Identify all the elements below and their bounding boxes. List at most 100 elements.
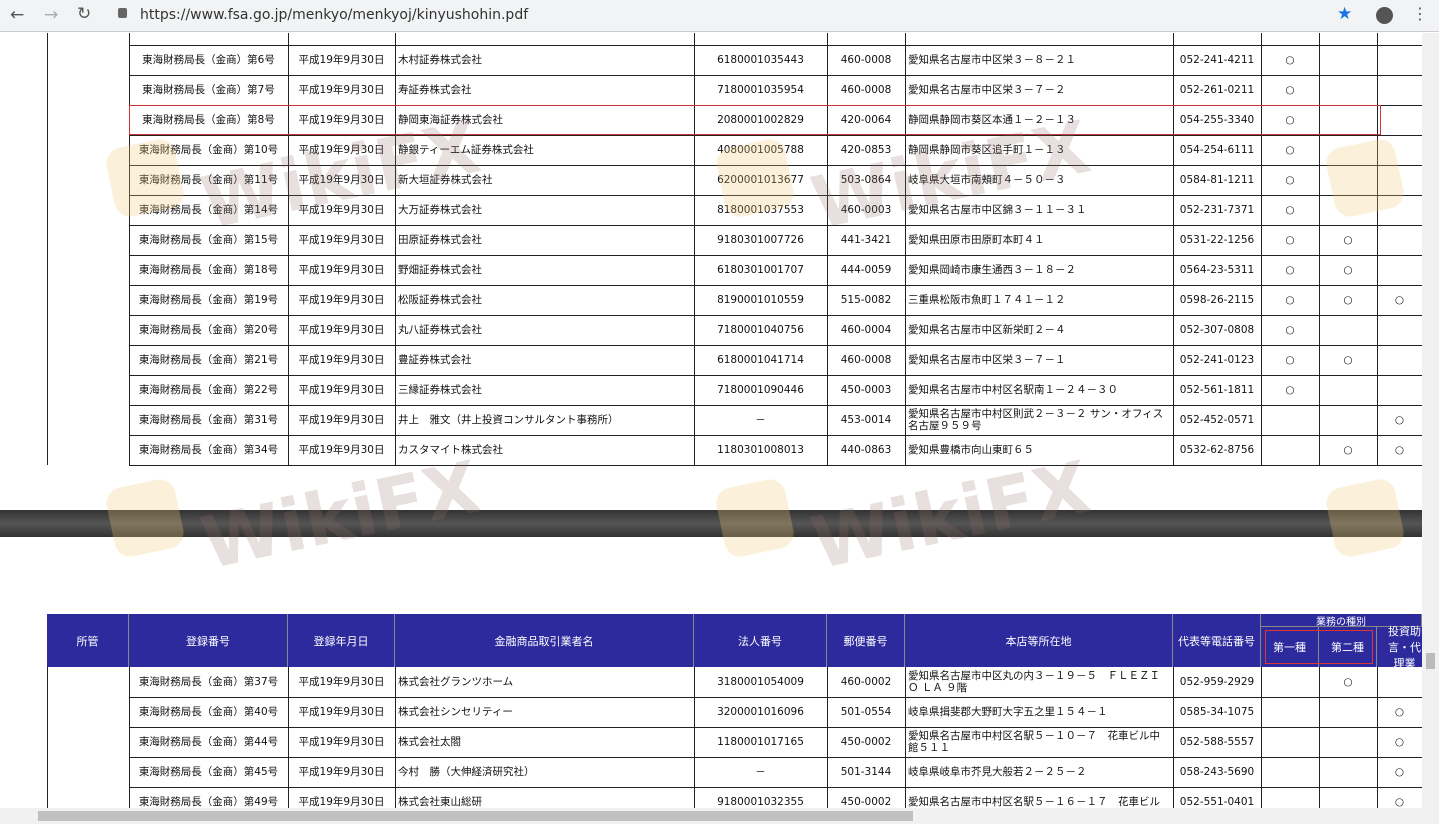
table-cell: カスタマイト株式会社 [398, 444, 503, 456]
table-cell: 515-0082 [840, 294, 892, 306]
table-cell: ○ [1394, 766, 1405, 778]
table-cell: ○ [1343, 264, 1353, 276]
col-line [1319, 33, 1320, 465]
forward-button[interactable]: → [44, 5, 59, 25]
table-cell: 平成19年9月30日 [298, 174, 385, 186]
table-cell: 0598-26-2115 [1179, 294, 1255, 306]
table-cell: 東海財務局長（金商）第37号 [138, 676, 279, 688]
row-line [129, 225, 1422, 226]
table-cell: 460-0008 [840, 84, 892, 96]
table-cell: ○ [1343, 676, 1353, 688]
table-cell: ○ [1285, 354, 1295, 366]
header-cell: 所管 [47, 614, 129, 667]
bookmark-star[interactable]: ★ [1337, 4, 1353, 24]
header-cell: 登録年月日 [288, 614, 395, 667]
row-line [129, 255, 1422, 256]
table-cell: 平成19年9月30日 [298, 114, 385, 126]
table-cell: 愛知県名古屋市中区錦３－１１－３１ [908, 204, 1087, 216]
row-line [129, 165, 1422, 166]
row-line [129, 345, 1422, 346]
table-cell: 静岡県静岡市葵区追手町１－１３ [908, 144, 1066, 156]
table-cell: 450-0002 [840, 796, 892, 808]
header-cell: 郵便番号 [827, 614, 905, 667]
table-cell: 8180001037553 [717, 204, 804, 216]
table-cell: 420-0853 [840, 144, 892, 156]
table-cell: 460-0008 [840, 54, 892, 66]
table-cell: 愛知県名古屋市中区新栄町２－４ [908, 324, 1066, 336]
table-cell: 東海財務局長（金商）第10号 [138, 144, 279, 156]
header-cell: 業務の種別 [1261, 614, 1422, 628]
watermark-logo [1323, 136, 1407, 220]
table-cell: － [755, 766, 766, 778]
table-cell: 株式会社グランツホーム [398, 676, 514, 688]
url[interactable]: https://www.fsa.go.jp/menkyo/menkyoj/kin… [140, 7, 529, 23]
header-cell: 代表等電話番号 [1173, 614, 1261, 667]
table-cell: ○ [1285, 384, 1295, 396]
table-cell: 東海財務局長（金商）第14号 [138, 204, 279, 216]
table-cell: 寿証券株式会社 [398, 84, 472, 96]
table-cell: 0532-62-8756 [1179, 444, 1255, 456]
table-cell: 9180001032355 [717, 796, 804, 808]
menu-button[interactable]: ⋮ [1412, 4, 1428, 23]
row-line [129, 465, 1422, 466]
table-cell: ○ [1343, 294, 1353, 306]
table-cell: 株式会社東山総研 [398, 796, 482, 808]
table-cell: 052-588-5557 [1179, 736, 1255, 748]
table-cell: 東海財務局長（金商）第21号 [138, 354, 279, 366]
table-cell: 愛知県名古屋市中村区名駅５－１０－７ 花車ビル中館５１１ [908, 730, 1160, 754]
row-line [129, 315, 1422, 316]
pdf-view: 東海財務局長（金商）第6号 平成19年9月30日 木村証券株式会社 618000103… [0, 33, 1422, 808]
profile-icon[interactable] [1376, 7, 1393, 24]
col-line [1261, 33, 1262, 465]
table-cell: 501-0554 [840, 706, 892, 718]
header-cell: 登録番号 [129, 614, 288, 667]
table-cell: 501-3144 [840, 766, 892, 778]
table-cell: 0585-34-1075 [1179, 706, 1255, 718]
col-line [395, 33, 396, 465]
horizontal-scrollbar[interactable] [0, 808, 1439, 824]
table-cell: 4080001005788 [717, 144, 804, 156]
table-cell: 9180301007726 [717, 234, 804, 246]
table-cell: 平成19年9月30日 [298, 676, 385, 688]
table-cell: ○ [1285, 174, 1295, 186]
page-separator [0, 510, 1422, 537]
table-cell: 052-241-0123 [1179, 354, 1255, 366]
header-cell: 第二種 [1319, 627, 1377, 667]
table-cell: 東海財務局長（金商）第19号 [138, 294, 279, 306]
table-cell: 6180001041714 [717, 354, 804, 366]
reload-button[interactable]: ↻ [77, 4, 92, 24]
table-cell: 052-959-2929 [1179, 676, 1255, 688]
back-button[interactable]: ← [10, 5, 25, 25]
table-cell: 東海財務局長（金商）第11号 [138, 174, 279, 186]
table-cell: 420-0064 [840, 114, 892, 126]
vertical-scrollbar[interactable] [1422, 33, 1439, 808]
watermark-logo [1323, 476, 1407, 560]
col-line [1261, 667, 1262, 808]
table-cell: 平成19年9月30日 [298, 796, 385, 808]
col-line [129, 667, 130, 808]
table-cell: 平成19年9月30日 [298, 84, 385, 96]
table-cell: 東海財務局長（金商）第15号 [138, 234, 279, 246]
col-line [694, 33, 695, 465]
header-cell: 第一種 [1261, 627, 1319, 667]
table-cell: 岐阜県岐阜市芥見大般若２－２５－２ [908, 766, 1087, 778]
table-cell: 460-0008 [840, 354, 892, 366]
table-cell: ○ [1285, 264, 1295, 276]
watermark-logo [103, 476, 187, 560]
table-cell: 愛知県豊橋市向山東町６５ [908, 444, 1034, 456]
table-cell: 平成19年9月30日 [298, 204, 385, 216]
table-cell: ○ [1394, 736, 1405, 748]
table-cell: 7180001035954 [717, 84, 804, 96]
table-cell: 井上 雅文（井上投資コンサルタント事務所） [398, 414, 619, 426]
table-cell: ○ [1285, 324, 1295, 336]
table-cell: 田原証券株式会社 [398, 234, 482, 246]
table-cell: 054-254-6111 [1179, 144, 1255, 156]
table-cell: 052-551-0401 [1179, 796, 1255, 808]
header-cell: 本店等所在地 [905, 614, 1173, 667]
table-cell: 野畑証券株式会社 [398, 264, 482, 276]
row-line [129, 75, 1422, 76]
table-cell: 静岡県静岡市葵区本通１－２－１３ [908, 114, 1076, 126]
table-cell: ○ [1285, 234, 1295, 246]
table-cell: 6180301001707 [717, 264, 804, 276]
